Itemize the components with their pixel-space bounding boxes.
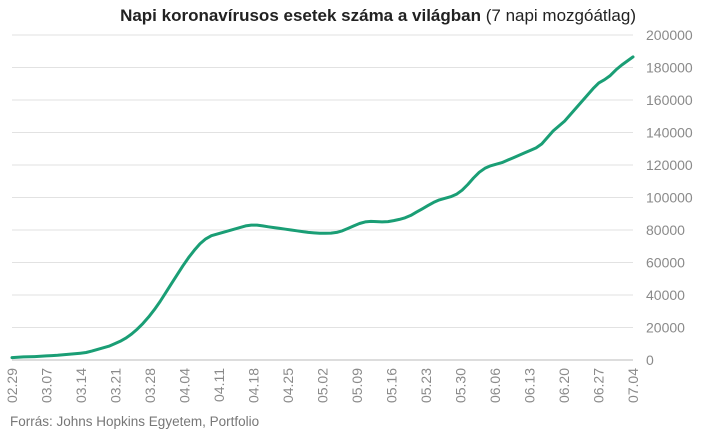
chart-title: Napi koronavírusos esetek száma a világb… <box>0 6 636 26</box>
x-tick-label: 03.28 <box>142 368 158 403</box>
y-tick-label: 120000 <box>646 157 693 173</box>
x-tick-label: 05.09 <box>349 368 365 403</box>
x-tick-label: 03.07 <box>39 368 55 403</box>
x-tick-label: 06.13 <box>522 368 538 403</box>
y-tick-label: 80000 <box>646 222 685 238</box>
x-tick-label: 03.21 <box>108 368 124 403</box>
x-tick-label: 05.30 <box>453 368 469 403</box>
x-tick-label: 06.20 <box>556 368 572 403</box>
series-line <box>10 55 635 360</box>
chart-title-main: Napi koronavírusos esetek száma a világb… <box>120 6 481 25</box>
x-tick-label: 07.04 <box>625 368 641 403</box>
x-tick-label: 05.16 <box>384 368 400 403</box>
x-tick-label: 04.25 <box>280 368 296 403</box>
y-tick-label: 160000 <box>646 92 693 108</box>
y-tick-label: 40000 <box>646 287 685 303</box>
chart-subtitle: (7 napi mozgóátlag) <box>485 6 636 25</box>
x-tick-label: 04.11 <box>211 368 227 402</box>
x-tick-label: 06.06 <box>487 368 503 403</box>
y-tick-label: 100000 <box>646 190 693 206</box>
y-tick-label: 200000 <box>646 27 693 43</box>
y-tick-label: 20000 <box>646 320 685 336</box>
x-tick-label: 05.02 <box>315 368 331 403</box>
y-tick-label: 140000 <box>646 125 693 141</box>
x-tick-label: 04.18 <box>246 368 262 403</box>
x-tick-label: 02.29 <box>4 368 20 403</box>
chart-source: Forrás: Johns Hopkins Egyetem, Portfolio <box>10 414 260 429</box>
y-tick-label: 0 <box>646 352 654 368</box>
y-tick-label: 180000 <box>646 60 693 76</box>
x-tick-label: 03.14 <box>73 368 89 403</box>
x-tick-label: 04.04 <box>177 368 193 403</box>
x-tick-label: 06.27 <box>591 368 607 403</box>
y-tick-label: 60000 <box>646 255 685 271</box>
x-tick-label: 05.23 <box>418 368 434 403</box>
